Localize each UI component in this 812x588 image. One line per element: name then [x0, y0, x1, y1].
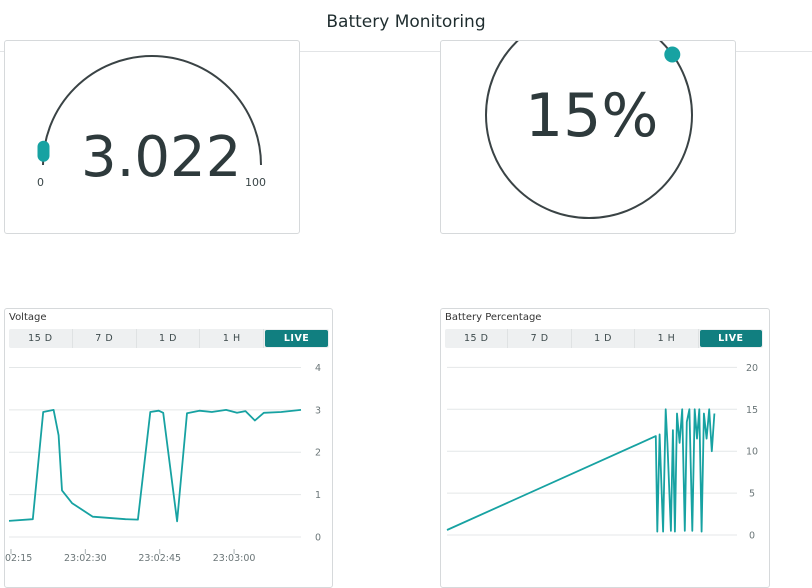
- voltage-range-1d[interactable]: 1 D: [137, 329, 201, 348]
- voltage-gauge-marker: [37, 140, 50, 162]
- voltage-y-tick-label: 4: [315, 363, 321, 374]
- voltage-chart-plot: 0 1 2 3 4 23:02:15 23:02:30 23:02:45 23:03:00: [5, 363, 321, 564]
- percentage-gauge-svg: [485, 41, 693, 219]
- percentage-y-tick-label: 5: [749, 489, 755, 500]
- percentage-gauge-card: 15%: [440, 40, 736, 234]
- voltage-gauge-card: 3.022 0 100: [4, 40, 300, 234]
- voltage-y-tick-label: 0: [315, 533, 321, 544]
- voltage-value: 3.022: [81, 125, 242, 190]
- percentage-y-tick-label: 15: [746, 405, 758, 416]
- percentage-range-1d[interactable]: 1 D: [572, 329, 636, 348]
- percentage-range-live[interactable]: LIVE: [699, 330, 763, 347]
- voltage-y-tick-label: 2: [315, 448, 321, 459]
- voltage-range-7d[interactable]: 7 D: [73, 329, 137, 348]
- percentage-value: 15%: [525, 81, 659, 151]
- voltage-range-1h[interactable]: 1 H: [200, 329, 265, 348]
- percentage-y-tick-label: 0: [749, 531, 755, 542]
- percentage-range-selector: 15 D 7 D 1 D 1 H LIVE: [445, 329, 763, 348]
- voltage-chart-title: Voltage: [9, 312, 47, 323]
- percentage-y-tick-label: 20: [746, 363, 758, 374]
- voltage-gauge-svg: [37, 55, 262, 166]
- percentage-chart-title: Battery Percentage: [445, 312, 542, 323]
- percentage-range-7d[interactable]: 7 D: [508, 329, 572, 348]
- voltage-y-tick-label: 3: [315, 405, 321, 416]
- app-header: Battery Monitoring: [0, 0, 812, 52]
- percentage-range-1h[interactable]: 1 H: [635, 329, 699, 348]
- voltage-range-selector: 15 D 7 D 1 D 1 H LIVE: [9, 329, 329, 348]
- voltage-max-label: 100: [245, 176, 266, 189]
- percentage-chart-card: Battery Percentage 15 D 7 D 1 D 1 H LIVE…: [440, 308, 770, 588]
- voltage-x-tick-label: 23:02:45: [138, 553, 181, 564]
- voltage-chart-card: Voltage 15 D 7 D 1 D 1 H LIVE 0 1 2 3 4 23:02…: [4, 308, 333, 588]
- voltage-range-live[interactable]: LIVE: [265, 330, 328, 347]
- voltage-y-tick-label: 1: [315, 490, 321, 501]
- voltage-gauge-arc: [42, 55, 262, 166]
- voltage-series-line: [8, 409, 302, 523]
- percentage-chart-plot: 0 5 10 15 20: [446, 363, 758, 542]
- voltage-x-tick-label: 23:03:00: [213, 553, 256, 564]
- percentage-range-15d[interactable]: 15 D: [445, 329, 509, 348]
- page-title: Battery Monitoring: [326, 11, 486, 32]
- percentage-gauge-ring: [485, 41, 693, 219]
- voltage-x-tick-label: 23:02:15: [5, 553, 32, 564]
- voltage-x-tick-label: 23:02:30: [64, 553, 107, 564]
- voltage-min-label: 0: [37, 176, 44, 189]
- percentage-gauge-marker: [664, 46, 681, 63]
- percentage-y-tick-label: 10: [746, 447, 758, 458]
- voltage-range-15d[interactable]: 15 D: [9, 329, 73, 348]
- percentage-series-line: [446, 408, 716, 533]
